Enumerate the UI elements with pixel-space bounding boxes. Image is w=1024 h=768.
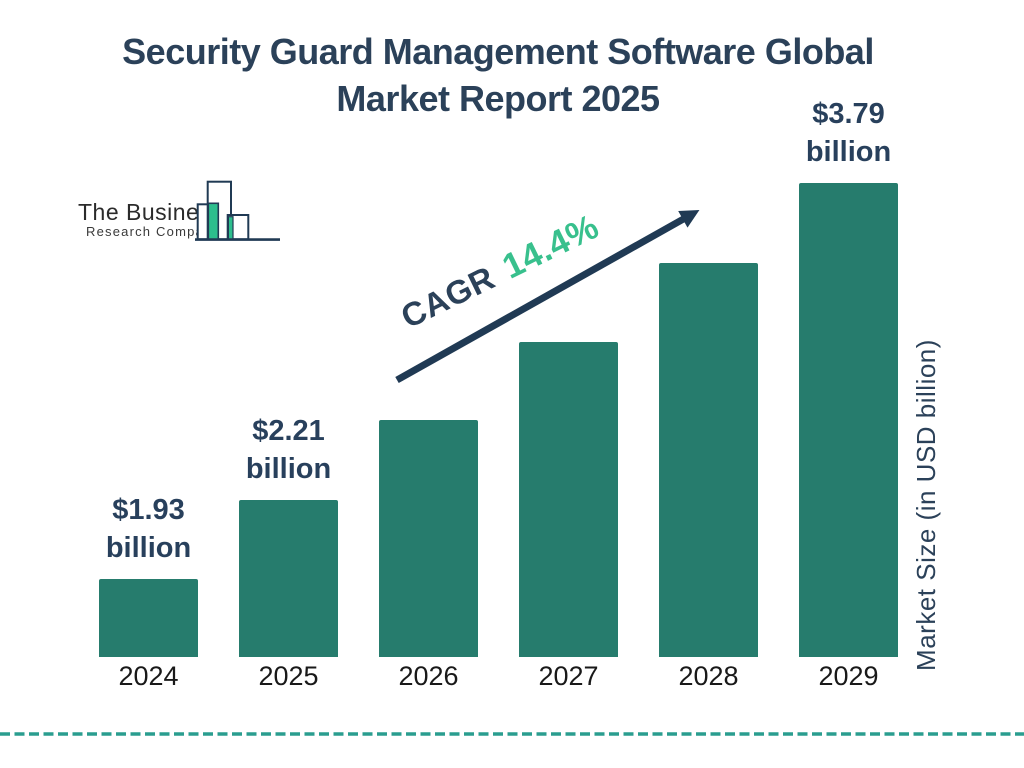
value-line2: billion xyxy=(105,532,192,564)
value-label-2024: $1.93 billion xyxy=(79,491,218,567)
cagr-label: CAGR xyxy=(395,258,501,336)
cagr-value: 14.4% xyxy=(496,206,605,287)
bar-2029 xyxy=(799,183,898,657)
value-line2: billion xyxy=(245,453,332,485)
x-tick-2026: 2026 xyxy=(398,661,459,691)
logo-company-subname: Research Company xyxy=(86,224,221,239)
x-tick-2028: 2028 xyxy=(678,661,739,691)
value-line1: $1.93 xyxy=(112,494,185,526)
value-line2: billion xyxy=(805,136,892,168)
x-tick-2027: 2027 xyxy=(538,661,599,691)
value-line1: $3.79 xyxy=(812,98,885,130)
logo-bars-icon xyxy=(195,180,280,241)
value-line1: $2.21 xyxy=(252,415,325,447)
bar-2024 xyxy=(99,579,198,657)
chart-title-line1: Security Guard Management Software Globa… xyxy=(122,31,874,72)
cagr-annotation: CAGR14.4% xyxy=(382,198,619,346)
bar-2027 xyxy=(519,342,618,657)
y-axis-label: Market Size (in USD billion) xyxy=(911,339,941,671)
chart-title: Security Guard Management Software Globa… xyxy=(0,28,1010,122)
value-label-2029: $3.79 billion xyxy=(779,95,918,171)
chart-title-line2: Market Report 2025 xyxy=(336,78,660,119)
x-tick-2029: 2029 xyxy=(818,661,879,691)
bar-2026 xyxy=(379,420,478,657)
x-tick-2025: 2025 xyxy=(258,661,319,691)
value-label-2025: $2.21 billion xyxy=(219,412,358,488)
bar-2028 xyxy=(659,263,758,657)
bar-2025 xyxy=(239,500,338,657)
x-tick-2024: 2024 xyxy=(118,661,179,691)
